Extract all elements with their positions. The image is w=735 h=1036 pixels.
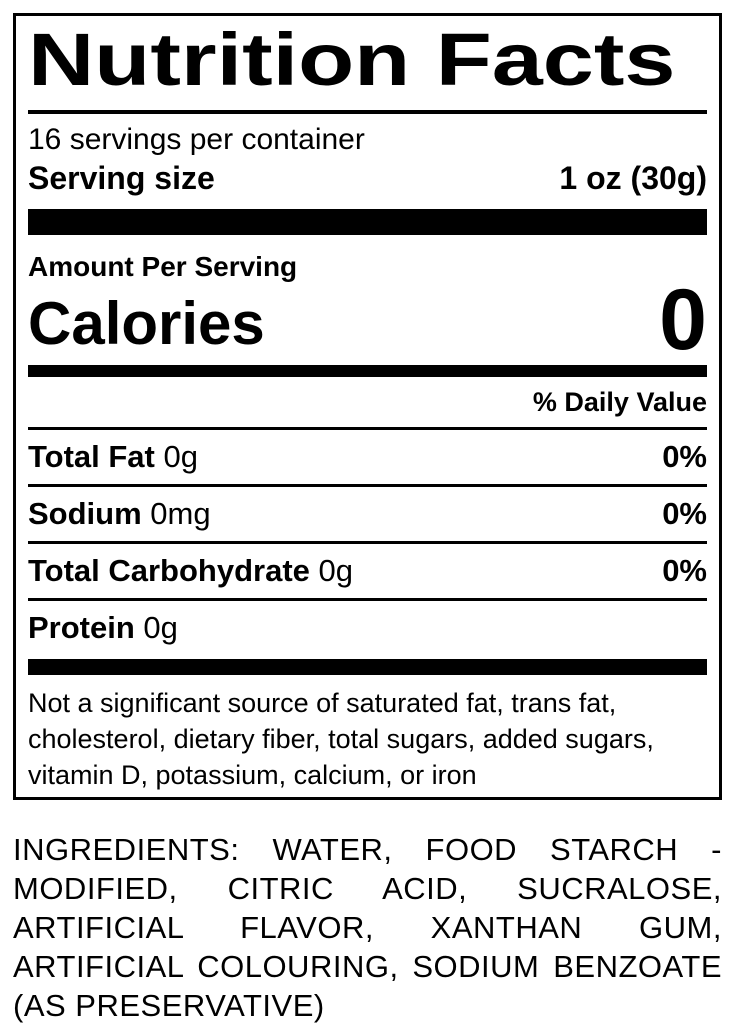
nutrient-row-sodium: Sodium 0mg 0% (28, 484, 707, 541)
calories-label: Calories (28, 290, 265, 358)
nutrient-row-total-fat: Total Fat 0g 0% (28, 427, 707, 484)
nutrient-name: Total Fat (28, 439, 155, 475)
ingredients-statement: INGREDIENTS: WATER, FOOD STARCH - MODIFI… (13, 832, 722, 1024)
calories-row: Calories 0 (28, 271, 707, 368)
nutrient-name-amount: Protein 0g (28, 610, 178, 646)
servings-per-container: 16 servings per container (28, 122, 365, 156)
nutrient-row-protein: Protein 0g (28, 598, 707, 655)
serving-size-label: Serving size (28, 159, 215, 196)
thick-separator-bar-top (28, 208, 707, 235)
nutrient-name: Protein (28, 610, 135, 646)
nutrient-daily-value: 0% (662, 439, 707, 475)
nutrient-name: Total Carbohydrate (28, 553, 310, 589)
nutrition-facts-title: Nutrition Facts (28, 20, 707, 100)
medium-separator-bar (28, 365, 707, 378)
nutrient-amount: 0g (318, 553, 354, 589)
nutrient-amount: 0mg (150, 496, 211, 532)
nutrient-name-amount: Total Fat 0g (28, 439, 198, 475)
nutrient-name-amount: Total Carbohydrate 0g (28, 553, 353, 589)
nutrient-amount: 0g (143, 610, 178, 646)
serving-size-value: 1 oz (30g) (559, 159, 707, 196)
nutrient-daily-value: 0% (662, 496, 707, 532)
calories-value: 0 (659, 271, 707, 368)
title-divider (28, 109, 707, 114)
serving-size-row: Serving size 1 oz (30g) (28, 160, 707, 197)
nutrient-row-total-carbohydrate: Total Carbohydrate 0g 0% (28, 541, 707, 598)
nutrient-daily-value: 0% (662, 553, 707, 589)
nutrition-facts-panel: Nutrition Facts 16 servings per containe… (13, 13, 722, 800)
amount-per-serving-label: Amount Per Serving (28, 250, 298, 282)
thick-separator-bar-bottom (28, 659, 707, 676)
nutrition-facts-title-text: Nutrition Facts (28, 18, 676, 101)
daily-value-header: % Daily Value (532, 387, 707, 418)
not-significant-source-footnote: Not a significant source of saturated fa… (28, 688, 654, 791)
nutrient-amount: 0g (163, 439, 198, 475)
nutrient-name-amount: Sodium 0mg (28, 496, 211, 532)
nutrient-name: Sodium (28, 496, 142, 532)
